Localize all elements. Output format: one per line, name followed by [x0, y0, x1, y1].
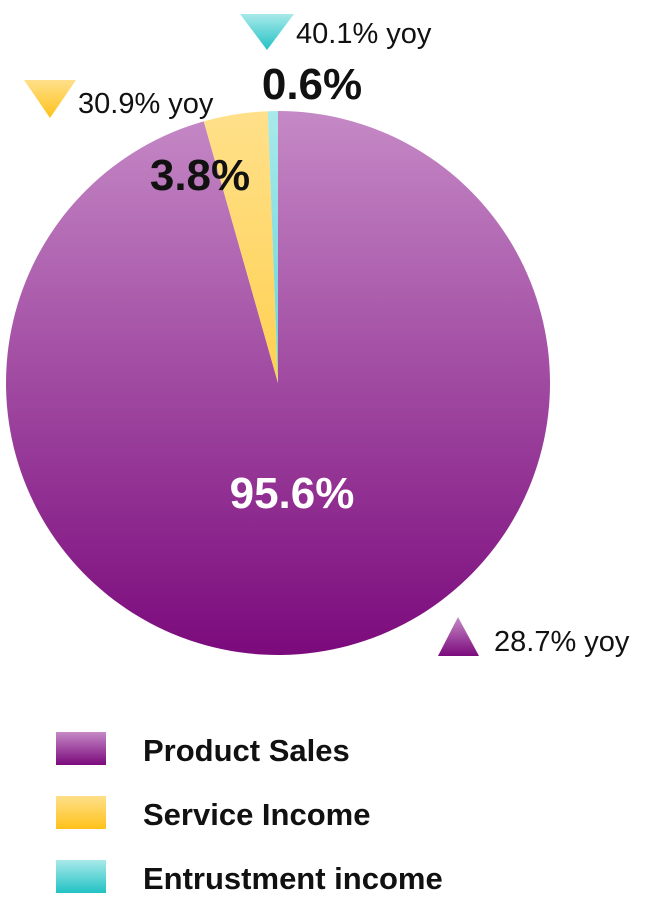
legend: Product Sales Service Income Entrustment i… [56, 732, 443, 896]
yoy-label-product-sales: 28.7% yoy [494, 626, 630, 658]
pie-slice-product-sales [6, 111, 551, 655]
legend-label-product-sales: Product Sales [143, 733, 350, 768]
yoy-label-entrustment-income: 40.1% yoy [296, 18, 432, 50]
legend-swatch-service-income [56, 796, 106, 829]
triangle-up-icon-product-sales [438, 617, 479, 656]
triangle-down-icon-entrustment-income [240, 14, 294, 50]
legend-swatch-product-sales [56, 732, 106, 765]
percent-label-product-sales: 95.6% [230, 469, 355, 518]
pie-slices [6, 110, 551, 655]
pie-slice-service-income [203, 111, 278, 383]
legend-swatch-entrustment-income [56, 860, 106, 893]
pie-slice-entrustment-income [267, 110, 278, 383]
triangle-down-icon-service-income [24, 80, 76, 118]
legend-label-entrustment-income: Entrustment income [143, 861, 443, 896]
percent-label-service-income: 3.8% [150, 151, 250, 200]
yoy-label-service-income: 30.9% yoy [78, 88, 214, 120]
percent-label-entrustment-income: 0.6% [262, 60, 362, 109]
legend-label-service-income: Service Income [143, 797, 370, 832]
percent-labels: 95.6% 3.8%0.6% [150, 60, 362, 518]
yoy-annotations: 28.7% yoy 30.9% yoy 40.1% yoy [24, 14, 630, 658]
